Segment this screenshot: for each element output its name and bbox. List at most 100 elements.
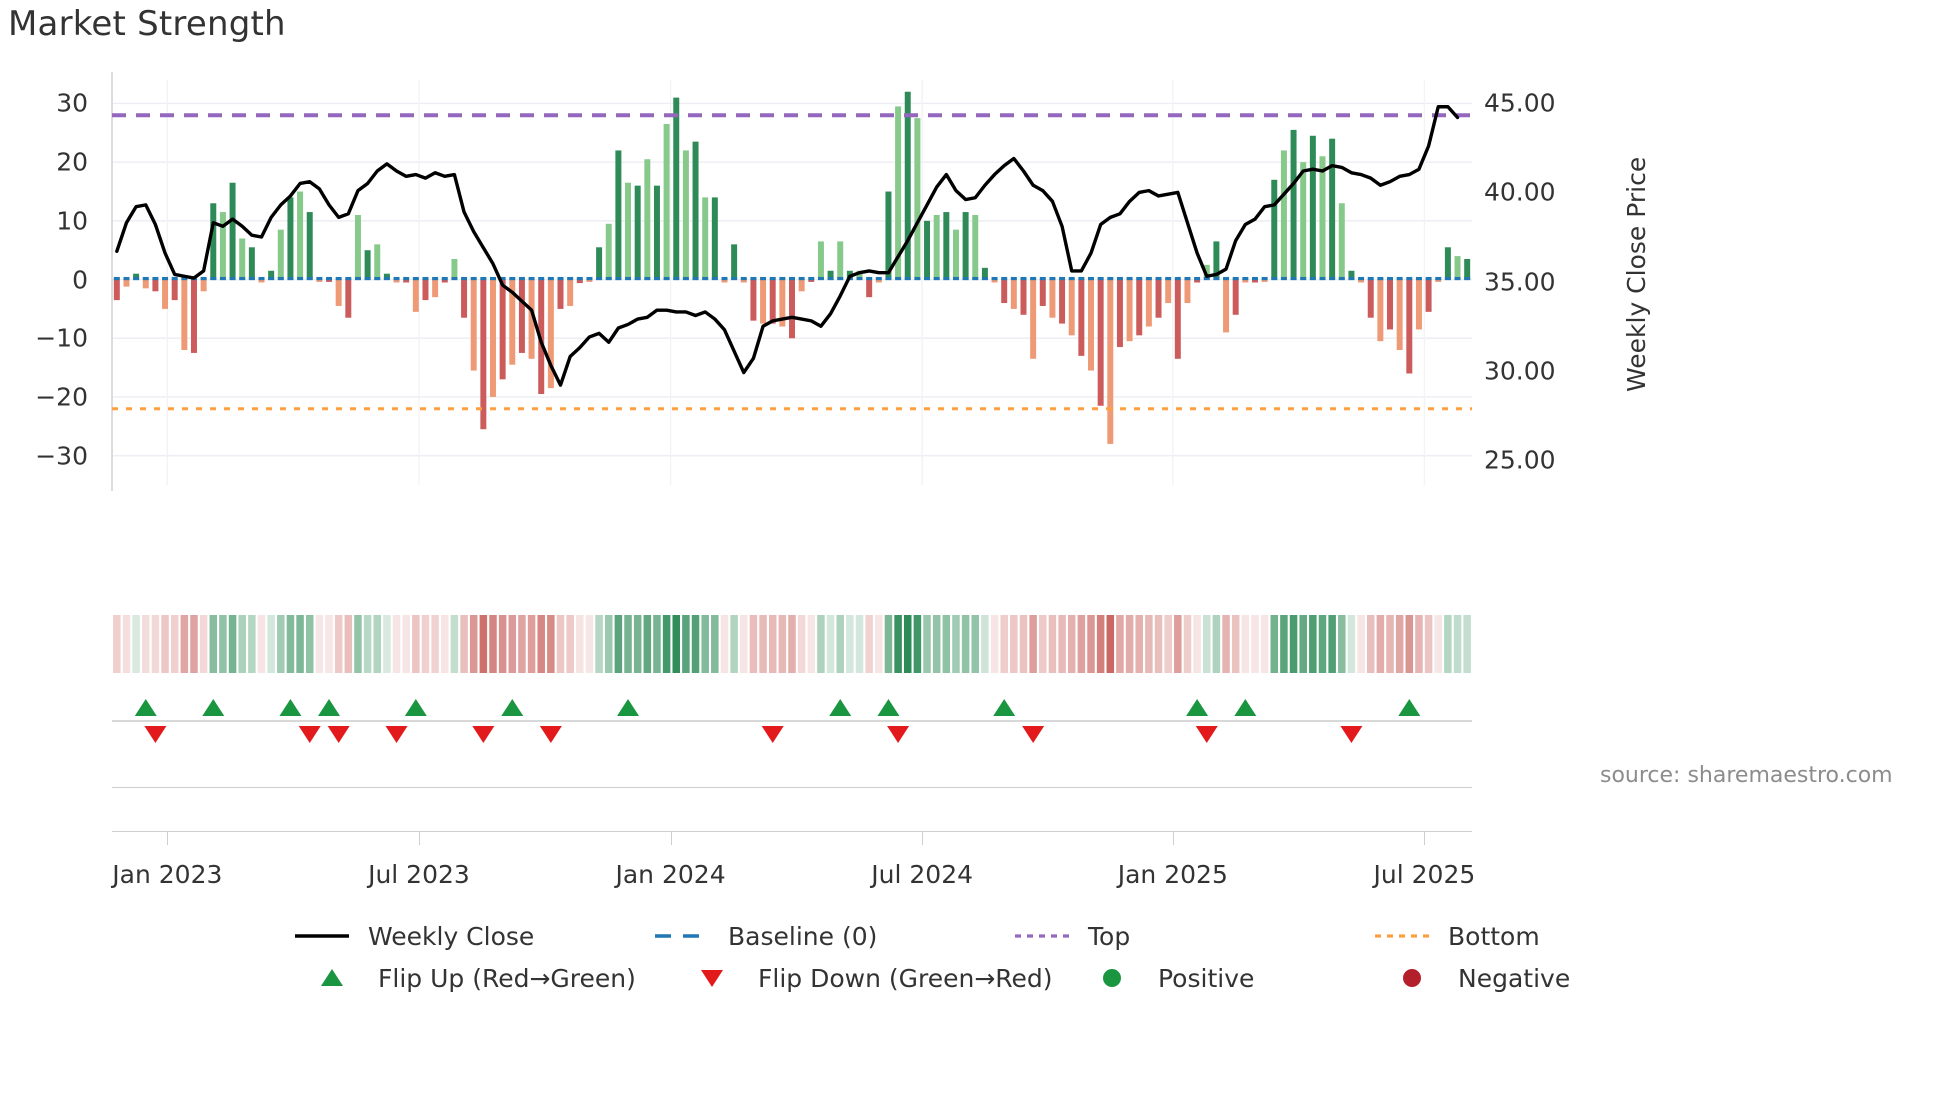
strength-bar [760, 279, 767, 324]
legend-key-glyph [655, 934, 709, 938]
baseline-stub [1059, 276, 1066, 281]
heat-cell [383, 615, 391, 673]
strength-bar [248, 247, 255, 280]
heat-cell [267, 615, 275, 673]
baseline-stub [316, 276, 323, 281]
heat-cell [913, 615, 922, 673]
flip-marker-lanes [112, 690, 1472, 752]
baseline-stub [509, 276, 516, 281]
heat-cell [807, 615, 816, 673]
heat-cell [170, 615, 179, 673]
strength-bar [827, 270, 834, 280]
baseline-stub [200, 276, 207, 281]
legend-key [300, 966, 364, 990]
baseline-stub [1232, 276, 1239, 281]
y-axis-left-tick-label: 10 [56, 206, 88, 236]
legend-item[interactable]: Baseline (0) [650, 915, 1010, 957]
strength-bar [403, 279, 410, 283]
weekly-close-line [115, 105, 1460, 387]
baseline-stub [374, 276, 381, 281]
heat-cell [1357, 615, 1365, 673]
legend-item[interactable]: Weekly Close [290, 915, 650, 957]
flip-up-marker [617, 699, 640, 716]
strength-bar [740, 279, 747, 283]
legend-item[interactable]: Positive [1080, 957, 1380, 999]
strength-bar [962, 212, 969, 280]
baseline-stub [1097, 276, 1104, 281]
heat-cell [720, 615, 729, 673]
strength-bar [1155, 279, 1162, 318]
baseline-stub [586, 276, 593, 281]
flip-down-marker [1340, 726, 1363, 743]
strength-bar [885, 191, 892, 280]
heat-cell [1366, 615, 1375, 673]
strength-bar [904, 91, 911, 280]
heat-cell [836, 615, 844, 673]
baseline-stub [1194, 276, 1201, 281]
strength-bar [596, 247, 603, 280]
flip-up-marker [404, 699, 427, 716]
baseline-stub [1039, 276, 1046, 281]
baseline-stub [1251, 276, 1258, 281]
baseline-stub [634, 276, 641, 281]
strength-bar [1280, 150, 1287, 280]
strength-bar [692, 141, 699, 280]
y-axis-right-tick-label: 35.00 [1484, 267, 1556, 297]
baseline-stub [1165, 276, 1172, 281]
strength-bar [383, 273, 390, 280]
heat-cell [1338, 615, 1346, 673]
baseline-stub [1329, 276, 1336, 281]
baseline-stub [547, 276, 554, 281]
x-axis-tick-label: Jan 2024 [615, 860, 726, 889]
strength-bar [731, 244, 738, 280]
baseline-stub [750, 276, 757, 281]
legend-item[interactable]: Negative [1380, 957, 1660, 999]
baseline-stub [615, 276, 622, 281]
heat-cell [1260, 615, 1269, 673]
heat-cell [527, 615, 536, 673]
strength-bar [297, 191, 304, 280]
baseline-stub [682, 276, 689, 281]
baseline-stub [1319, 276, 1326, 281]
baseline-stub [1387, 276, 1394, 281]
strength-bar [1165, 279, 1172, 304]
strength-bar [1049, 279, 1056, 318]
strength-bar [432, 279, 439, 298]
x-axis-tick-mark [418, 831, 420, 845]
strength-bar [1464, 259, 1471, 280]
heat-cell [257, 615, 266, 673]
heat-cell [604, 615, 613, 673]
legend-item[interactable]: Flip Down (Green→Red) [680, 957, 1080, 999]
heat-cell [1174, 615, 1182, 673]
gridlines [111, 72, 1472, 491]
heat-cell [778, 615, 787, 673]
heat-cell [875, 615, 883, 673]
legend-item[interactable]: Flip Up (Red→Green) [300, 957, 680, 999]
flip-up-marker [279, 699, 302, 716]
strength-bar [1425, 279, 1432, 312]
baseline-stub [1145, 276, 1152, 281]
strength-bar [258, 279, 265, 283]
strength-bar [470, 279, 477, 371]
flip-up-marker [993, 699, 1016, 716]
baseline-stub [914, 276, 921, 281]
legend-item[interactable]: Top [1010, 915, 1370, 957]
strength-bar [557, 279, 564, 309]
baseline-stub [287, 276, 294, 281]
strength-bar [374, 244, 381, 280]
legend-key-glyph [1375, 934, 1429, 938]
strength-bar [1232, 279, 1239, 315]
legend-label: Positive [1158, 963, 1255, 993]
legend-item[interactable]: Bottom [1370, 915, 1670, 957]
baseline-stub [432, 276, 439, 281]
legend-label: Bottom [1448, 921, 1540, 951]
baseline-stub [306, 276, 313, 281]
strength-bar [1242, 279, 1249, 283]
heat-cell [479, 615, 488, 673]
strength-bar [1194, 279, 1201, 283]
heat-cell [1193, 615, 1201, 673]
bar-series [113, 91, 1471, 444]
strength-bar [345, 279, 352, 318]
strength-bar [229, 182, 236, 280]
flip-down-marker [298, 726, 321, 743]
